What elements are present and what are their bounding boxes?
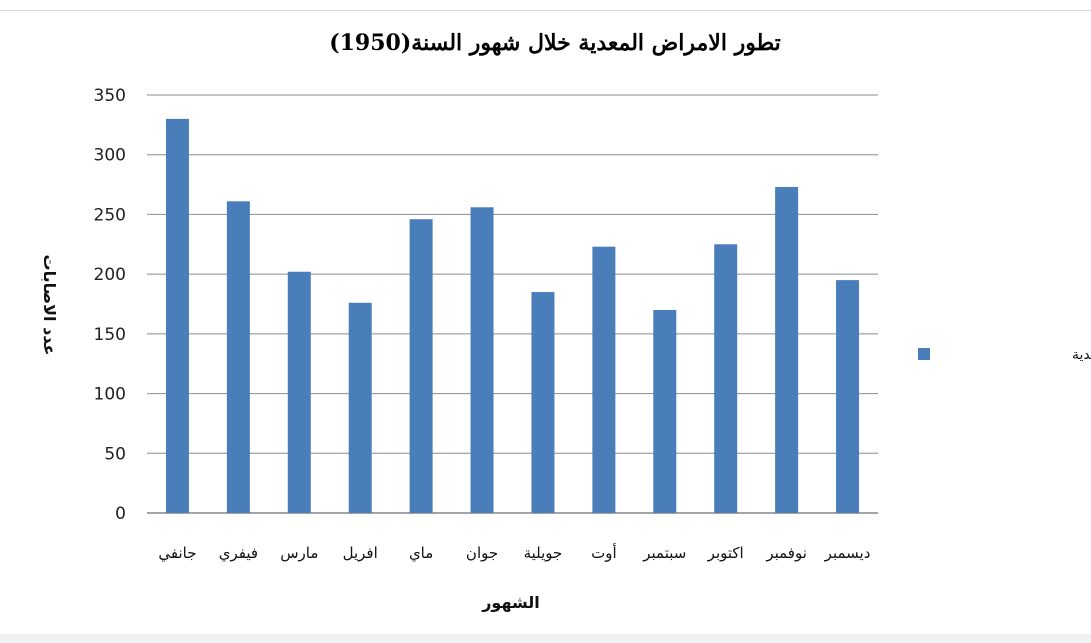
x-category-label: مارس — [280, 544, 318, 562]
y-axis-title: عدد الاصابات — [40, 255, 59, 356]
bar — [775, 187, 798, 513]
bar — [653, 310, 676, 513]
legend-swatch — [918, 348, 930, 360]
x-category-label: أوت — [591, 543, 617, 562]
bar — [349, 303, 372, 513]
bar — [471, 207, 494, 513]
y-tick-label: 0 — [115, 504, 126, 524]
legend: الامراض المعدية — [918, 347, 1091, 363]
bars — [166, 119, 859, 513]
x-category-label: نوفمبر — [765, 544, 807, 562]
legend-label: الامراض المعدية — [1072, 347, 1091, 363]
bar — [166, 119, 189, 513]
x-category-label: ماي — [409, 544, 433, 563]
y-tick-label: 300 — [94, 146, 126, 166]
y-tick-labels: 0 50 100 150 200 250 300 350 — [94, 86, 126, 524]
x-category-label: فيفري — [219, 544, 258, 563]
bar — [531, 292, 554, 513]
x-category-labels: جانفي فيفري مارس افريل ماي جوان جويلية أوت سبتمب… — [158, 543, 870, 563]
bar — [288, 272, 311, 513]
x-category-label: جانفي — [158, 544, 196, 563]
x-category-label: جويلية — [524, 544, 563, 562]
y-tick-label: 350 — [94, 86, 126, 106]
y-tick-label: 150 — [94, 325, 126, 345]
bar — [592, 247, 615, 513]
y-tick-label: 50 — [104, 444, 126, 464]
y-tick-label: 250 — [94, 205, 126, 225]
x-axis-title: الشهور — [481, 593, 540, 612]
bar — [227, 201, 250, 513]
bar — [714, 244, 737, 513]
x-category-label: سبتمبر — [642, 544, 686, 562]
y-tick-label: 200 — [94, 265, 126, 285]
y-tick-label: 100 — [94, 385, 126, 405]
x-category-label: اكتوبر — [707, 544, 744, 562]
x-category-label: جوان — [466, 544, 498, 562]
grid-lines — [147, 95, 878, 513]
bar — [836, 280, 859, 513]
x-category-label: ديسمبر — [824, 544, 871, 562]
chart-title: تطور الامراض المعدية خلال شهور السنة(195… — [329, 30, 781, 56]
bar — [410, 219, 433, 513]
x-category-label: افريل — [343, 544, 378, 562]
